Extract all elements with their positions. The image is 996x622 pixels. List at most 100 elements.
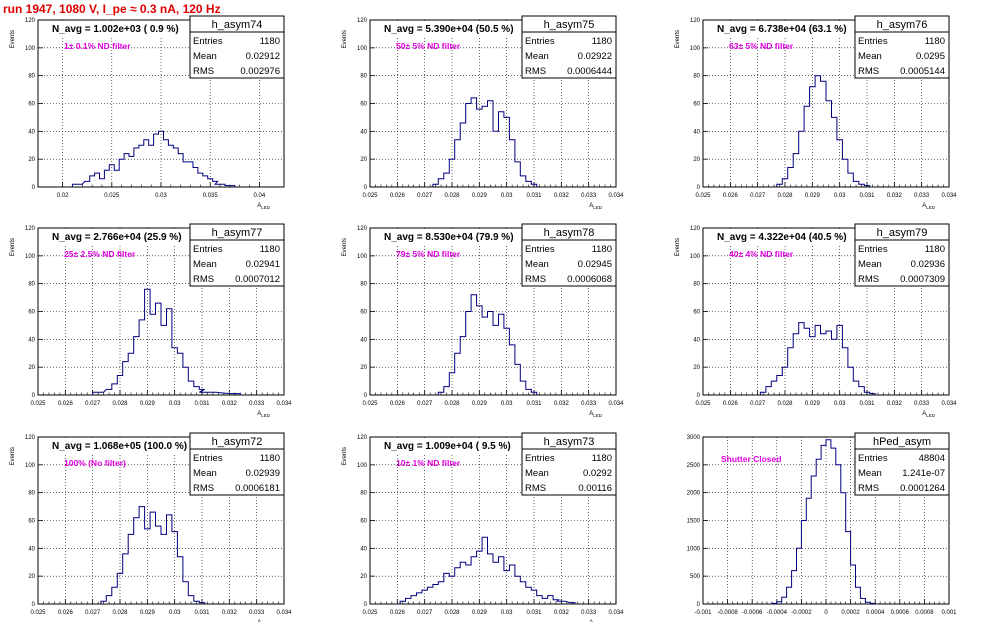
stats-value-rms: 0.002976	[240, 66, 280, 77]
stats-label-rms: RMS	[193, 483, 214, 494]
x-axis-title: ALED	[922, 203, 936, 210]
x-tick-label: 0.027	[417, 401, 433, 407]
y-axis-title: Events	[675, 30, 681, 48]
y-tick-label: 20	[693, 157, 700, 163]
stats-title: h_asym72	[212, 436, 263, 448]
x-tick-label: 0.032	[887, 401, 903, 407]
stats-label-rms: RMS	[858, 483, 879, 494]
stats-label-mean: Mean	[193, 259, 217, 270]
x-tick-label: 0.0006	[891, 610, 910, 616]
y-tick-label: 120	[25, 435, 36, 441]
x-tick-label: 0.028	[777, 193, 793, 199]
filter-note: Shutter Closed	[721, 454, 781, 464]
x-tick-label: 0.03	[501, 193, 513, 199]
histogram-bars-h_asym76	[776, 75, 871, 187]
x-tick-label: 0.03	[501, 401, 513, 407]
x-tick-label: 0.029	[140, 401, 156, 407]
y-tick-label: 40	[693, 129, 700, 135]
x-tick-label: 0.029	[805, 193, 821, 199]
x-tick-label: 0.026	[58, 401, 74, 407]
y-tick-label: 80	[28, 491, 35, 497]
stats-label-entries: Entries	[858, 453, 888, 464]
stats-box	[521, 15, 617, 79]
header-box	[371, 438, 521, 453]
header-box	[704, 21, 854, 36]
x-tick-label: 0.026	[390, 401, 406, 407]
x-tick-label: 0.028	[112, 610, 128, 616]
stats-value-entries: 1180	[592, 36, 612, 47]
x-tick-label: 0.034	[941, 193, 957, 199]
stats-label-rms: RMS	[193, 274, 214, 285]
x-tick-label: 0.034	[608, 610, 624, 616]
filter-note: 25± 2.5% ND filter	[64, 249, 136, 259]
stats-value-rms: 0.0006181	[235, 483, 280, 494]
histogram-bars-h_asym75	[432, 97, 538, 187]
stats-title: h_asym77	[212, 227, 263, 239]
y-tick-label: 20	[360, 157, 367, 163]
y-tick-label: 60	[28, 519, 35, 525]
nav-header-label: N_avg = 1.009e+04 ( 9.5 %)	[384, 441, 511, 452]
stats-label-rms: RMS	[525, 483, 546, 494]
stats-value-mean: 0.0295	[916, 51, 945, 62]
stats-title: hPed_asym	[873, 436, 931, 448]
stats-label-mean: Mean	[858, 259, 882, 270]
stats-value-mean: 0.0292	[583, 468, 612, 479]
x-tick-label: 0.029	[472, 193, 488, 199]
y-axis-title: Events	[675, 238, 681, 256]
stats-value-entries: 48804	[919, 453, 945, 464]
x-tick-label: 0.033	[581, 610, 597, 616]
x-tick-label: 0.028	[112, 401, 128, 407]
y-tick-label: 100	[25, 46, 36, 52]
x-tick-label: 0.025	[30, 610, 46, 616]
y-tick-label: 3000	[687, 435, 701, 441]
x-tick-label: 0.029	[472, 401, 488, 407]
y-tick-label: 100	[25, 254, 36, 260]
x-tick-label: 0.031	[859, 401, 875, 407]
stats-value-mean: 0.02912	[246, 51, 280, 62]
y-tick-label: 20	[360, 365, 367, 371]
stats-title: h_asym74	[212, 19, 263, 31]
histogram-panel-h_asym73: 0.025 0.026 0.027 0.028 0.029 0.03 0.031 0.032 0…	[342, 432, 624, 622]
y-tick-label: 100	[357, 463, 368, 469]
y-tick-label: 0	[697, 393, 701, 399]
nav-header-label: N_avg = 1.002e+03 ( 0.9 %)	[52, 24, 179, 35]
y-tick-label: 40	[693, 337, 700, 343]
histogram-bars-h_asym79	[759, 322, 876, 395]
y-tick-label: 100	[690, 46, 701, 52]
nav-header-label: N_avg = 4.322e+04 (40.5 %)	[717, 232, 847, 243]
stats-value-rms: 0.0005144	[900, 66, 945, 77]
stats-label-entries: Entries	[193, 36, 223, 47]
header-box	[39, 21, 189, 36]
y-tick-label: 0	[364, 602, 368, 608]
stats-label-mean: Mean	[193, 51, 217, 62]
header-box	[39, 438, 189, 453]
y-tick-label: 120	[357, 226, 368, 232]
stats-value-entries: 1180	[260, 36, 280, 47]
stats-label-rms: RMS	[525, 274, 546, 285]
x-tick-label: 0.025	[30, 401, 46, 407]
y-tick-label: 80	[693, 282, 700, 288]
y-tick-label: 60	[28, 102, 35, 108]
x-tick-label: 0.034	[608, 193, 624, 199]
x-tick-label: 0.025	[362, 610, 378, 616]
x-axis-title: ALED	[589, 203, 603, 210]
y-tick-label: 80	[693, 74, 700, 80]
x-tick-label: 0.031	[526, 193, 542, 199]
x-tick-label: 0	[824, 610, 828, 616]
y-axis-title: Events	[342, 447, 348, 465]
y-tick-label: 100	[357, 254, 368, 260]
stats-label-entries: Entries	[193, 244, 223, 255]
x-tick-label: 0.026	[58, 610, 74, 616]
y-tick-label: 100	[25, 463, 36, 469]
x-tick-label: -0.0008	[717, 610, 738, 616]
x-tick-label: 0.0002	[841, 610, 860, 616]
x-tick-label: 0.0008	[915, 610, 934, 616]
y-tick-label: 500	[690, 574, 701, 580]
x-tick-label: 0.026	[390, 610, 406, 616]
stats-box	[521, 432, 617, 496]
x-tick-label: -0.0002	[791, 610, 812, 616]
stats-label-rms: RMS	[858, 274, 879, 285]
stats-value-entries: 1180	[260, 244, 280, 255]
stats-label-mean: Mean	[193, 468, 217, 479]
nav-header-label: N_avg = 5.390e+04 (50.5 %)	[384, 24, 514, 35]
